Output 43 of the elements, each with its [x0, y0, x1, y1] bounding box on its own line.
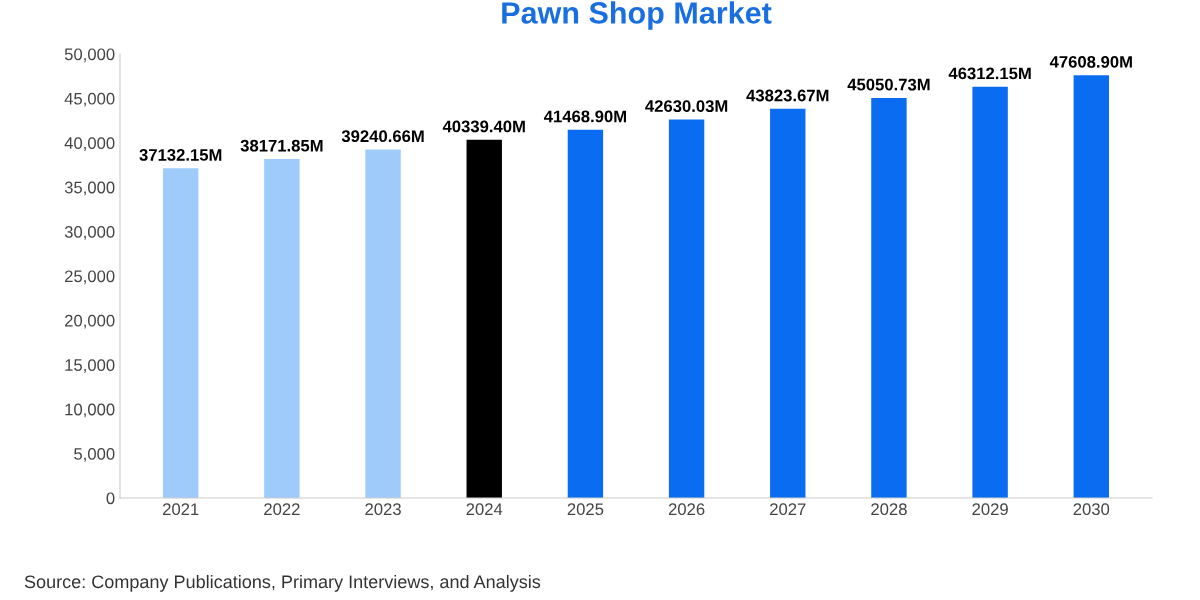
data-label: 46312.15M — [948, 67, 1031, 80]
data-label: 39240.66M — [341, 130, 424, 143]
bar — [567, 129, 604, 498]
data-label: 37132.15M — [139, 149, 222, 161]
chart-title: Pawn Shop Market — [502, 1, 772, 30]
x-tick-label: 2028 — [871, 503, 907, 516]
x-tick-label: 2021 — [163, 503, 199, 516]
bar — [972, 86, 1008, 498]
bar — [163, 168, 199, 498]
y-tick-label: 20,000 — [65, 314, 115, 329]
x-tick-label: 2024 — [466, 503, 503, 516]
y-tick-label: 45,000 — [64, 92, 115, 107]
y-tick-label: 5,000 — [74, 448, 115, 462]
y-tick-label: 25,000 — [65, 270, 115, 285]
y-tick-label: 50,000 — [64, 48, 115, 63]
x-tick-label: 2023 — [365, 503, 401, 516]
x-tick-label: 2029 — [972, 503, 1008, 516]
y-tick-label: 35,000 — [64, 181, 115, 196]
bar — [668, 119, 705, 498]
y-tick-label: 40,000 — [64, 137, 115, 151]
y-tick-label: 15,000 — [65, 359, 115, 373]
x-tick-label: 2025 — [567, 503, 604, 516]
data-label: 41468.90M — [543, 110, 626, 123]
x-tick-label: 2030 — [1073, 503, 1110, 516]
y-tick-label: 10,000 — [65, 403, 115, 418]
bar — [365, 149, 401, 498]
data-label: 42630.03M — [645, 100, 728, 113]
data-label: 47608.90M — [1049, 55, 1132, 68]
x-tick-label: 2022 — [264, 503, 300, 516]
data-label: 38171.85M — [240, 139, 323, 152]
y-tick-label: 30,000 — [64, 226, 115, 240]
y-tick-label: 0 — [106, 492, 115, 505]
source-note: Source: Company Publications, Primary Interviews, and Analysis — [24, 574, 541, 592]
bar — [871, 97, 907, 498]
x-tick-label: 2027 — [770, 503, 806, 516]
data-label: 45050.73M — [847, 78, 930, 91]
x-tick-label: 2026 — [668, 503, 705, 516]
bar — [466, 139, 502, 498]
bar — [1073, 75, 1109, 498]
bar — [770, 108, 806, 498]
bar — [264, 159, 300, 498]
data-label: 40339.40M — [442, 120, 525, 133]
data-label: 43823.67M — [746, 89, 829, 102]
